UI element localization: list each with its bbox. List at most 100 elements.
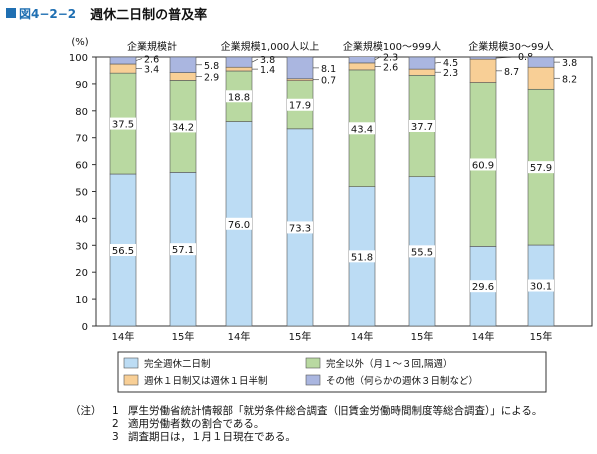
note-number: 2 xyxy=(112,418,119,430)
note-item: 3 調査期日は，１月１日現在である。 xyxy=(70,431,542,444)
data-label: 0.8 xyxy=(518,52,533,63)
data-label: 2.6 xyxy=(144,55,159,66)
data-label-box xyxy=(226,90,252,103)
data-label: 73.3 xyxy=(289,223,311,234)
bar-segment xyxy=(348,56,376,64)
data-label: 57.1 xyxy=(172,245,194,256)
leader-line xyxy=(135,58,143,61)
y-tick-label: 100 xyxy=(69,53,88,64)
bar-segment xyxy=(225,66,253,72)
group-label: 企業規模100〜999人 xyxy=(343,40,441,53)
data-label: 1.4 xyxy=(260,65,275,76)
x-tick-label: 14年 xyxy=(351,330,374,343)
data-label-box xyxy=(349,250,375,263)
data-label-box xyxy=(409,245,435,258)
x-tick-label: 14年 xyxy=(112,330,135,343)
y-tick-label: 20 xyxy=(75,268,88,279)
legend-swatch xyxy=(305,357,321,369)
data-label: 17.9 xyxy=(289,101,311,112)
bar-segment xyxy=(286,56,314,80)
data-label-box xyxy=(110,244,136,257)
data-label: 30.1 xyxy=(530,282,552,293)
legend-label: その他（何らかの週休３日制など） xyxy=(326,375,478,387)
data-label: 8.7 xyxy=(504,67,519,78)
data-label: 18.8 xyxy=(228,92,250,103)
figure-title: 週休二日制の普及率 xyxy=(90,7,208,23)
data-label: 55.5 xyxy=(411,247,433,258)
note-number: 3 xyxy=(112,431,119,443)
legend-swatch xyxy=(305,374,321,386)
data-label: 2.9 xyxy=(204,73,219,84)
stacked-bar-chart: 0 10 20 30 40 50 60 70 80 90 100 (%) 企業規模計 56.5 37.5 2.… xyxy=(69,37,593,393)
x-tick-label: 15年 xyxy=(411,330,434,343)
y-tick-label: 10 xyxy=(75,295,88,306)
data-label-box xyxy=(287,221,313,234)
y-tick-label: 60 xyxy=(75,161,88,172)
data-label-box xyxy=(287,98,313,111)
data-label: 8.2 xyxy=(562,74,577,85)
bar-segment xyxy=(408,56,436,70)
y-tick-label: 40 xyxy=(75,214,88,225)
data-label-box xyxy=(170,243,196,256)
note-item: （注） 1 厚生労働省統計情報部「就労条件総合調査（旧賃金労働時間制度等総合調査）」… xyxy=(70,405,542,418)
data-label: 34.2 xyxy=(172,122,194,133)
x-tick-label: 15年 xyxy=(530,330,553,343)
legend-box xyxy=(117,351,547,393)
data-label: 37.5 xyxy=(112,120,134,131)
data-label-box xyxy=(349,122,375,135)
x-tick-label: 15年 xyxy=(289,330,312,343)
data-label-box xyxy=(528,279,554,292)
note-prefix: （注） xyxy=(70,405,102,417)
note-text: 適用労働者数の割合である。 xyxy=(128,418,265,430)
bar-segment xyxy=(169,72,197,81)
note-item: 2 適用労働者数の割合である。 xyxy=(70,418,542,431)
figure-header: 図4−2−2 週休二日制の普及率 xyxy=(6,4,208,23)
data-label: 2.3 xyxy=(443,68,458,79)
data-label-box xyxy=(409,119,435,132)
data-label: 29.6 xyxy=(472,282,494,293)
data-label: 8.1 xyxy=(321,64,336,75)
leader-line xyxy=(495,56,517,59)
legend-label: 完全週休二日制 xyxy=(144,358,211,370)
y-tick-label: 70 xyxy=(75,134,88,145)
data-label: 43.4 xyxy=(351,124,373,135)
data-label: 2.6 xyxy=(383,62,398,73)
note-number: 1 xyxy=(112,405,119,417)
legend-swatch xyxy=(123,357,139,369)
y-tick-label: 0 xyxy=(82,322,88,333)
data-label: 2.3 xyxy=(383,52,398,63)
data-label: 60.9 xyxy=(472,160,494,171)
y-tick-label: 80 xyxy=(75,107,88,118)
bar-segment xyxy=(469,56,497,60)
data-label-box xyxy=(470,280,496,293)
data-label: 76.0 xyxy=(228,220,250,231)
bar-segment xyxy=(169,56,197,73)
bar-segment xyxy=(469,58,497,83)
data-label: 3.8 xyxy=(562,58,577,69)
data-label: 57.9 xyxy=(530,163,552,174)
bar-segment xyxy=(109,56,137,65)
group-label: 企業規模1,000人以上 xyxy=(221,40,320,53)
bar-segment xyxy=(408,68,436,76)
group-label: 企業規模30〜99人 xyxy=(468,40,553,53)
leader-line xyxy=(434,61,442,64)
data-label-box xyxy=(110,117,136,130)
legend-label: 週休１日制又は週休１日半制 xyxy=(144,375,268,387)
y-axis-unit: (%) xyxy=(71,37,88,48)
data-label: 37.7 xyxy=(411,122,433,133)
y-tick-label: 30 xyxy=(75,241,88,252)
y-tick-label: 50 xyxy=(75,188,88,199)
legend-swatch xyxy=(123,374,139,386)
bar-segment xyxy=(527,66,555,90)
x-tick-label: 14年 xyxy=(472,330,495,343)
x-tick-label: 14年 xyxy=(228,330,251,343)
data-label: 4.5 xyxy=(443,58,458,69)
data-label: 56.5 xyxy=(112,246,134,257)
data-label: 51.8 xyxy=(351,252,373,263)
bar-segment xyxy=(348,62,376,71)
bar-segment xyxy=(527,56,555,68)
data-label: 3.8 xyxy=(260,55,275,66)
x-tick-label: 15年 xyxy=(172,330,195,343)
data-label-box xyxy=(226,217,252,230)
data-label-box xyxy=(528,161,554,174)
